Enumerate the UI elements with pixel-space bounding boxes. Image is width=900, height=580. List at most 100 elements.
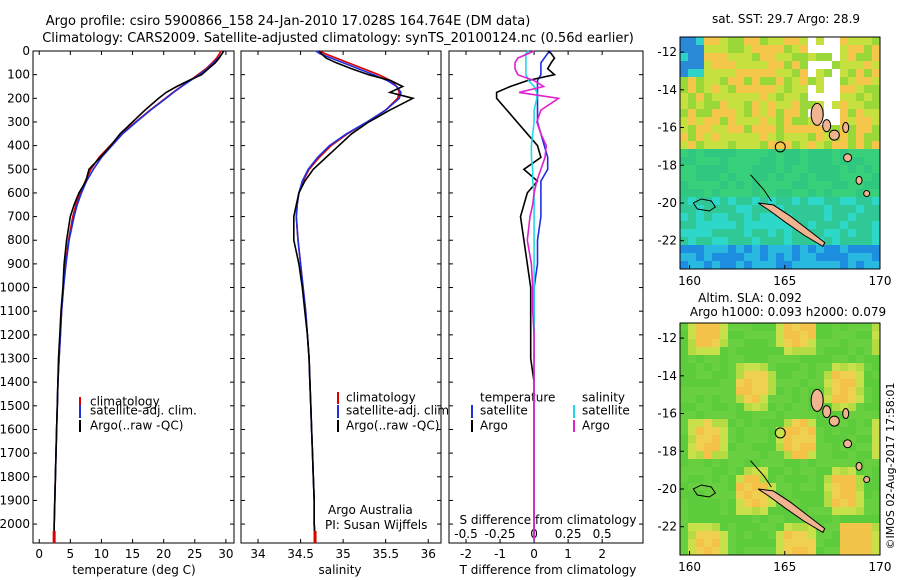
- reef-outline: [692, 460, 772, 498]
- map-cell: [704, 245, 712, 253]
- map-cell: [848, 149, 856, 157]
- map-cell: [840, 197, 848, 205]
- map-cell: [832, 141, 840, 149]
- map-cell: [680, 101, 688, 109]
- map-cell: [792, 37, 800, 45]
- map-cell: [760, 101, 768, 109]
- map-cell: [688, 133, 696, 141]
- map-cell: [784, 93, 792, 101]
- map-cell: [768, 451, 776, 459]
- depth-tick-label: 400: [7, 139, 30, 153]
- map-cell: [840, 173, 848, 181]
- vanuatu-island: [843, 439, 853, 449]
- map-cell: [760, 173, 768, 181]
- map-cell: [712, 213, 720, 221]
- map-cell: [760, 323, 768, 331]
- map-cell: [736, 539, 744, 547]
- map-cell: [744, 221, 752, 229]
- map-cell: [800, 117, 808, 125]
- map-cell: [808, 379, 816, 387]
- map-cell: [848, 205, 856, 213]
- map-cell: [800, 53, 808, 61]
- map-cell: [760, 133, 768, 141]
- map-cell: [712, 77, 720, 85]
- map-cell: [736, 531, 744, 539]
- map-cell: [872, 197, 880, 205]
- map-cell: [704, 181, 712, 189]
- map-cell: [856, 499, 864, 507]
- map-cell: [872, 37, 880, 45]
- map-cell: [768, 109, 776, 117]
- map-cell: [752, 499, 760, 507]
- map-cell: [864, 339, 872, 347]
- map-cell: [864, 213, 872, 221]
- map-cell: [712, 371, 720, 379]
- map-cell: [712, 411, 720, 419]
- map-cell: [696, 419, 704, 427]
- map-cell: [800, 133, 808, 141]
- map-cell: [832, 499, 840, 507]
- map-cell: [680, 387, 688, 395]
- map-cell: [688, 157, 696, 165]
- map-cell: [856, 467, 864, 475]
- map-cell: [696, 435, 704, 443]
- legend-argo-label: Argo(..raw -QC): [346, 419, 439, 433]
- map-cell: [792, 141, 800, 149]
- map-cell: [872, 467, 880, 475]
- map-cell: [744, 467, 752, 475]
- new-caledonia-island: [757, 202, 826, 248]
- vanuatu-island: [822, 119, 832, 133]
- map-cell: [688, 125, 696, 133]
- map-cell: [848, 499, 856, 507]
- map-cell: [680, 507, 688, 515]
- map-cell: [720, 53, 728, 61]
- map-cell: [720, 499, 728, 507]
- map-cell: [816, 181, 824, 189]
- s-difference-xlabel: S difference from climatology: [460, 513, 637, 527]
- map-cell: [824, 237, 832, 245]
- map-cell: [768, 523, 776, 531]
- map-cell: [704, 483, 712, 491]
- map-cell: [768, 443, 776, 451]
- map-cell: [864, 379, 872, 387]
- map-cell: [704, 237, 712, 245]
- map-cell: [808, 347, 816, 355]
- map-cell: [720, 355, 728, 363]
- map-cell: [808, 125, 816, 133]
- map-cell: [720, 125, 728, 133]
- map-cell: [752, 451, 760, 459]
- map-cell: [744, 347, 752, 355]
- map-cell: [840, 69, 848, 77]
- map-cell: [792, 403, 800, 411]
- map-cell: [792, 371, 800, 379]
- map-cell: [720, 157, 728, 165]
- map-cell: [688, 173, 696, 181]
- map-cell: [704, 507, 712, 515]
- map-cell: [856, 125, 864, 133]
- map-lon-label: 170: [869, 274, 892, 288]
- map-cell: [728, 539, 736, 547]
- map-cell: [752, 507, 760, 515]
- map-cell: [872, 61, 880, 69]
- map-cell: [704, 523, 712, 531]
- map-cell: [816, 531, 824, 539]
- map-cell: [720, 253, 728, 261]
- map-cell: [704, 229, 712, 237]
- map-cell: [704, 213, 712, 221]
- map-cell: [856, 165, 864, 173]
- map-cell: [752, 419, 760, 427]
- map-cell: [856, 157, 864, 165]
- map-cell: [840, 149, 848, 157]
- map-cell: [696, 85, 704, 93]
- map-cell: [840, 483, 848, 491]
- map-cell: [856, 427, 864, 435]
- map-cell: [680, 547, 688, 555]
- map-cell: [800, 539, 808, 547]
- map-cell: [688, 491, 696, 499]
- map-cell: [752, 133, 760, 141]
- map-cell: [872, 53, 880, 61]
- map-cell: [800, 125, 808, 133]
- map-cell: [872, 451, 880, 459]
- map-cell: [728, 197, 736, 205]
- map-cell: [856, 85, 864, 93]
